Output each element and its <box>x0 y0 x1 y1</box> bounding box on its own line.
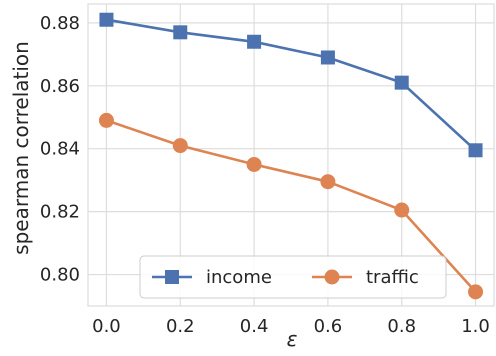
traffic-point <box>172 138 188 154</box>
income-point <box>247 34 262 49</box>
y-tick-label: 0.86 <box>40 76 80 97</box>
y-axis-label: spearman correlation <box>9 41 33 255</box>
income-point <box>394 75 409 90</box>
x-tick-label: 0.6 <box>314 316 343 337</box>
legend-box <box>139 255 447 299</box>
traffic-point <box>246 156 262 172</box>
traffic-point <box>98 112 114 128</box>
income-point <box>173 25 188 40</box>
legend-entry-income: income <box>152 267 272 288</box>
series-layer <box>98 12 484 300</box>
income-point <box>320 50 335 65</box>
traffic-line <box>106 119 477 293</box>
income-line <box>106 18 477 152</box>
legend-swatch-marker <box>165 270 179 284</box>
series-traffic <box>98 112 484 300</box>
traffic-point <box>468 284 484 300</box>
legend: income traffic <box>139 255 447 299</box>
legend-entry-traffic: traffic <box>312 267 419 288</box>
x-tick-label: 1.0 <box>461 316 490 337</box>
series-income <box>99 12 483 158</box>
traffic-point <box>394 202 410 218</box>
traffic-point <box>320 174 336 190</box>
income-point <box>468 143 483 158</box>
y-tick-label: 0.82 <box>40 202 80 223</box>
x-axis-label: ε <box>287 327 298 351</box>
y-tick-label: 0.80 <box>40 265 80 286</box>
legend-label: traffic <box>366 267 419 288</box>
axes: 0.0 0.2 0.4 0.6 0.8 1.0 0.80 0.82 0.84 0.86 0.88 <box>40 3 495 337</box>
x-tick-label: 0.8 <box>387 316 416 337</box>
y-tick-label: 0.88 <box>40 13 80 34</box>
legend-label: income <box>206 267 272 288</box>
x-tick-label: 0.4 <box>240 316 269 337</box>
plot-frame <box>87 3 495 307</box>
y-tick-label: 0.84 <box>40 139 80 160</box>
x-tick-label: 0.2 <box>166 316 195 337</box>
x-tick-label: 0.0 <box>92 316 121 337</box>
legend-swatch-marker <box>324 269 340 285</box>
income-point <box>99 12 114 27</box>
